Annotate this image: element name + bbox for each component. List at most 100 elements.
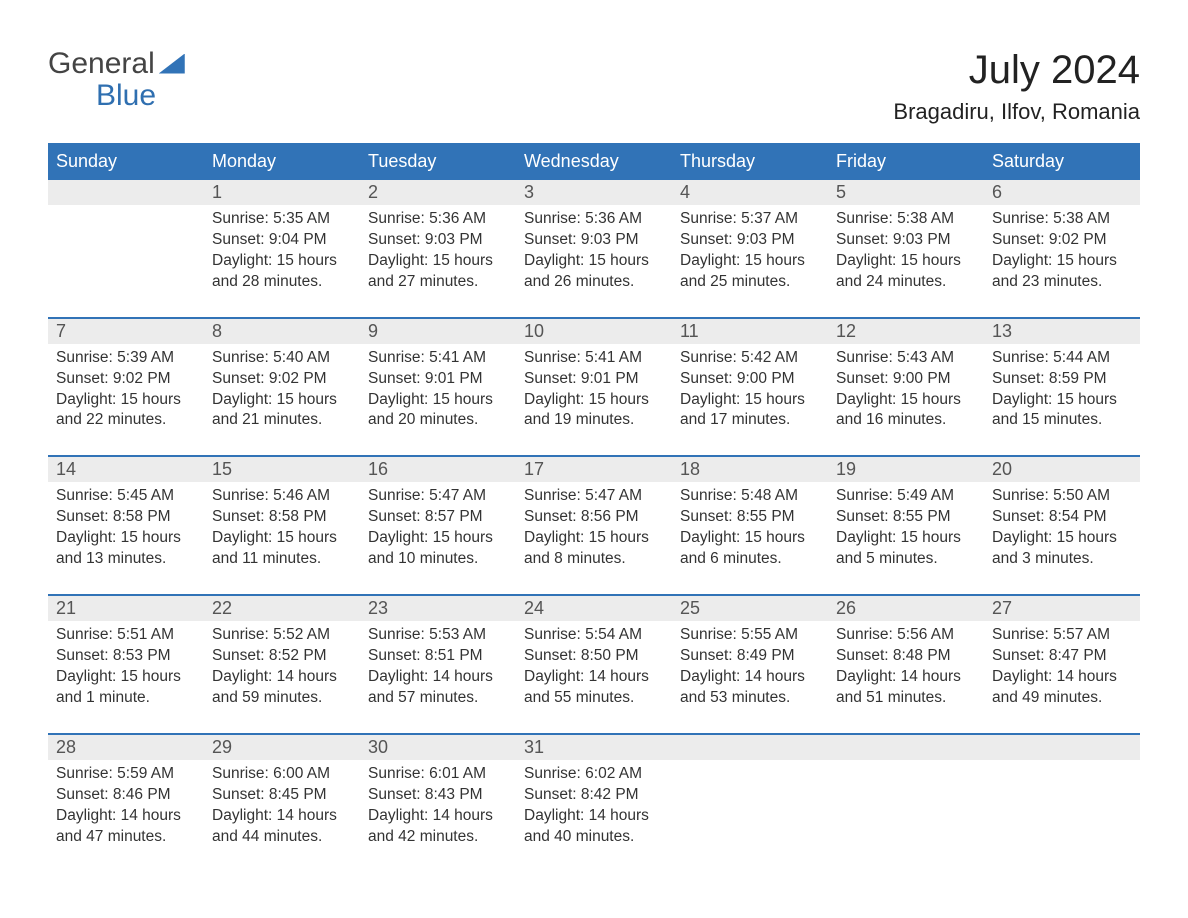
day-cell: Sunrise: 5:59 AMSunset: 8:46 PMDaylight:… <box>48 760 204 858</box>
day-number <box>984 735 1140 760</box>
day-cell: Sunrise: 5:52 AMSunset: 8:52 PMDaylight:… <box>204 621 360 719</box>
day-cell: Sunrise: 5:46 AMSunset: 8:58 PMDaylight:… <box>204 482 360 580</box>
sunrise-text: Sunrise: 5:43 AM <box>836 348 976 369</box>
day-cell <box>672 760 828 858</box>
daylight-line1: Daylight: 15 hours <box>368 528 508 549</box>
sunrise-text: Sunrise: 5:35 AM <box>212 209 352 230</box>
day-number: 16 <box>360 457 516 482</box>
sunset-text: Sunset: 8:46 PM <box>56 785 196 806</box>
brand-logo: General Blue <box>48 48 185 111</box>
dow-wednesday: Wednesday <box>516 143 672 180</box>
day-number: 12 <box>828 319 984 344</box>
daylight-line1: Daylight: 14 hours <box>368 667 508 688</box>
sunrise-text: Sunrise: 5:53 AM <box>368 625 508 646</box>
day-number: 13 <box>984 319 1140 344</box>
day-number: 18 <box>672 457 828 482</box>
daylight-line1: Daylight: 14 hours <box>212 667 352 688</box>
day-cell: Sunrise: 5:38 AMSunset: 9:02 PMDaylight:… <box>984 205 1140 303</box>
daylight-line2: and 59 minutes. <box>212 688 352 709</box>
sunset-text: Sunset: 8:48 PM <box>836 646 976 667</box>
day-number: 11 <box>672 319 828 344</box>
sunrise-text: Sunrise: 5:36 AM <box>368 209 508 230</box>
calendar: Sunday Monday Tuesday Wednesday Thursday… <box>48 143 1140 857</box>
daylight-line2: and 25 minutes. <box>680 272 820 293</box>
daylight-line1: Daylight: 15 hours <box>56 390 196 411</box>
sunrise-text: Sunrise: 5:52 AM <box>212 625 352 646</box>
day-cell: Sunrise: 5:42 AMSunset: 9:00 PMDaylight:… <box>672 344 828 442</box>
sunrise-text: Sunrise: 5:38 AM <box>992 209 1132 230</box>
daylight-line2: and 19 minutes. <box>524 410 664 431</box>
sunrise-text: Sunrise: 5:37 AM <box>680 209 820 230</box>
daylight-line1: Daylight: 15 hours <box>56 667 196 688</box>
daylight-line2: and 40 minutes. <box>524 827 664 848</box>
daylight-line1: Daylight: 15 hours <box>212 251 352 272</box>
dow-tuesday: Tuesday <box>360 143 516 180</box>
daylight-line1: Daylight: 15 hours <box>212 390 352 411</box>
sunset-text: Sunset: 9:03 PM <box>680 230 820 251</box>
day-cell: Sunrise: 5:57 AMSunset: 8:47 PMDaylight:… <box>984 621 1140 719</box>
daylight-line2: and 16 minutes. <box>836 410 976 431</box>
sunset-text: Sunset: 8:56 PM <box>524 507 664 528</box>
sunset-text: Sunset: 8:52 PM <box>212 646 352 667</box>
dow-friday: Friday <box>828 143 984 180</box>
sunset-text: Sunset: 8:50 PM <box>524 646 664 667</box>
day-cell: Sunrise: 5:38 AMSunset: 9:03 PMDaylight:… <box>828 205 984 303</box>
sunset-text: Sunset: 8:54 PM <box>992 507 1132 528</box>
sunrise-text: Sunrise: 5:36 AM <box>524 209 664 230</box>
daylight-line1: Daylight: 15 hours <box>992 251 1132 272</box>
sunrise-text: Sunrise: 5:55 AM <box>680 625 820 646</box>
daylight-line2: and 21 minutes. <box>212 410 352 431</box>
daylight-line1: Daylight: 15 hours <box>992 528 1132 549</box>
day-number: 15 <box>204 457 360 482</box>
sunrise-text: Sunrise: 5:47 AM <box>368 486 508 507</box>
title-block: July 2024 Bragadiru, Ilfov, Romania <box>893 48 1140 125</box>
daylight-line1: Daylight: 14 hours <box>212 806 352 827</box>
sunset-text: Sunset: 8:59 PM <box>992 369 1132 390</box>
dow-saturday: Saturday <box>984 143 1140 180</box>
sunrise-text: Sunrise: 5:57 AM <box>992 625 1132 646</box>
week-row: 28293031Sunrise: 5:59 AMSunset: 8:46 PMD… <box>48 733 1140 858</box>
day-cell: Sunrise: 6:01 AMSunset: 8:43 PMDaylight:… <box>360 760 516 858</box>
daylight-line2: and 49 minutes. <box>992 688 1132 709</box>
day-cell: Sunrise: 6:00 AMSunset: 8:45 PMDaylight:… <box>204 760 360 858</box>
daylight-line2: and 57 minutes. <box>368 688 508 709</box>
day-cell: Sunrise: 5:36 AMSunset: 9:03 PMDaylight:… <box>360 205 516 303</box>
day-cell: Sunrise: 6:02 AMSunset: 8:42 PMDaylight:… <box>516 760 672 858</box>
day-cell: Sunrise: 5:55 AMSunset: 8:49 PMDaylight:… <box>672 621 828 719</box>
daylight-line1: Daylight: 15 hours <box>212 528 352 549</box>
day-number: 6 <box>984 180 1140 205</box>
day-number: 2 <box>360 180 516 205</box>
day-number: 4 <box>672 180 828 205</box>
daylight-line2: and 3 minutes. <box>992 549 1132 570</box>
daylight-line1: Daylight: 14 hours <box>368 806 508 827</box>
sunset-text: Sunset: 8:49 PM <box>680 646 820 667</box>
daylight-line1: Daylight: 15 hours <box>524 251 664 272</box>
sunset-text: Sunset: 9:00 PM <box>680 369 820 390</box>
daylight-line1: Daylight: 15 hours <box>56 528 196 549</box>
sunrise-text: Sunrise: 5:51 AM <box>56 625 196 646</box>
brand-logo-top: General <box>48 48 185 80</box>
sunrise-text: Sunrise: 5:38 AM <box>836 209 976 230</box>
day-cell: Sunrise: 5:56 AMSunset: 8:48 PMDaylight:… <box>828 621 984 719</box>
daylight-line2: and 8 minutes. <box>524 549 664 570</box>
sunset-text: Sunset: 8:58 PM <box>212 507 352 528</box>
sunrise-text: Sunrise: 5:47 AM <box>524 486 664 507</box>
brand-word-blue: Blue <box>48 80 185 112</box>
daylight-line2: and 23 minutes. <box>992 272 1132 293</box>
day-number: 20 <box>984 457 1140 482</box>
daylight-line1: Daylight: 14 hours <box>992 667 1132 688</box>
sunset-text: Sunset: 8:57 PM <box>368 507 508 528</box>
sunrise-text: Sunrise: 5:50 AM <box>992 486 1132 507</box>
sunset-text: Sunset: 8:42 PM <box>524 785 664 806</box>
daylight-line1: Daylight: 15 hours <box>836 251 976 272</box>
daylight-line1: Daylight: 15 hours <box>524 390 664 411</box>
sunset-text: Sunset: 9:03 PM <box>524 230 664 251</box>
daylight-line1: Daylight: 14 hours <box>680 667 820 688</box>
sunset-text: Sunset: 9:01 PM <box>524 369 664 390</box>
day-cell: Sunrise: 5:47 AMSunset: 8:56 PMDaylight:… <box>516 482 672 580</box>
day-cell: Sunrise: 5:51 AMSunset: 8:53 PMDaylight:… <box>48 621 204 719</box>
sunrise-text: Sunrise: 5:46 AM <box>212 486 352 507</box>
sunrise-text: Sunrise: 5:49 AM <box>836 486 976 507</box>
day-number: 29 <box>204 735 360 760</box>
day-cell: Sunrise: 5:49 AMSunset: 8:55 PMDaylight:… <box>828 482 984 580</box>
